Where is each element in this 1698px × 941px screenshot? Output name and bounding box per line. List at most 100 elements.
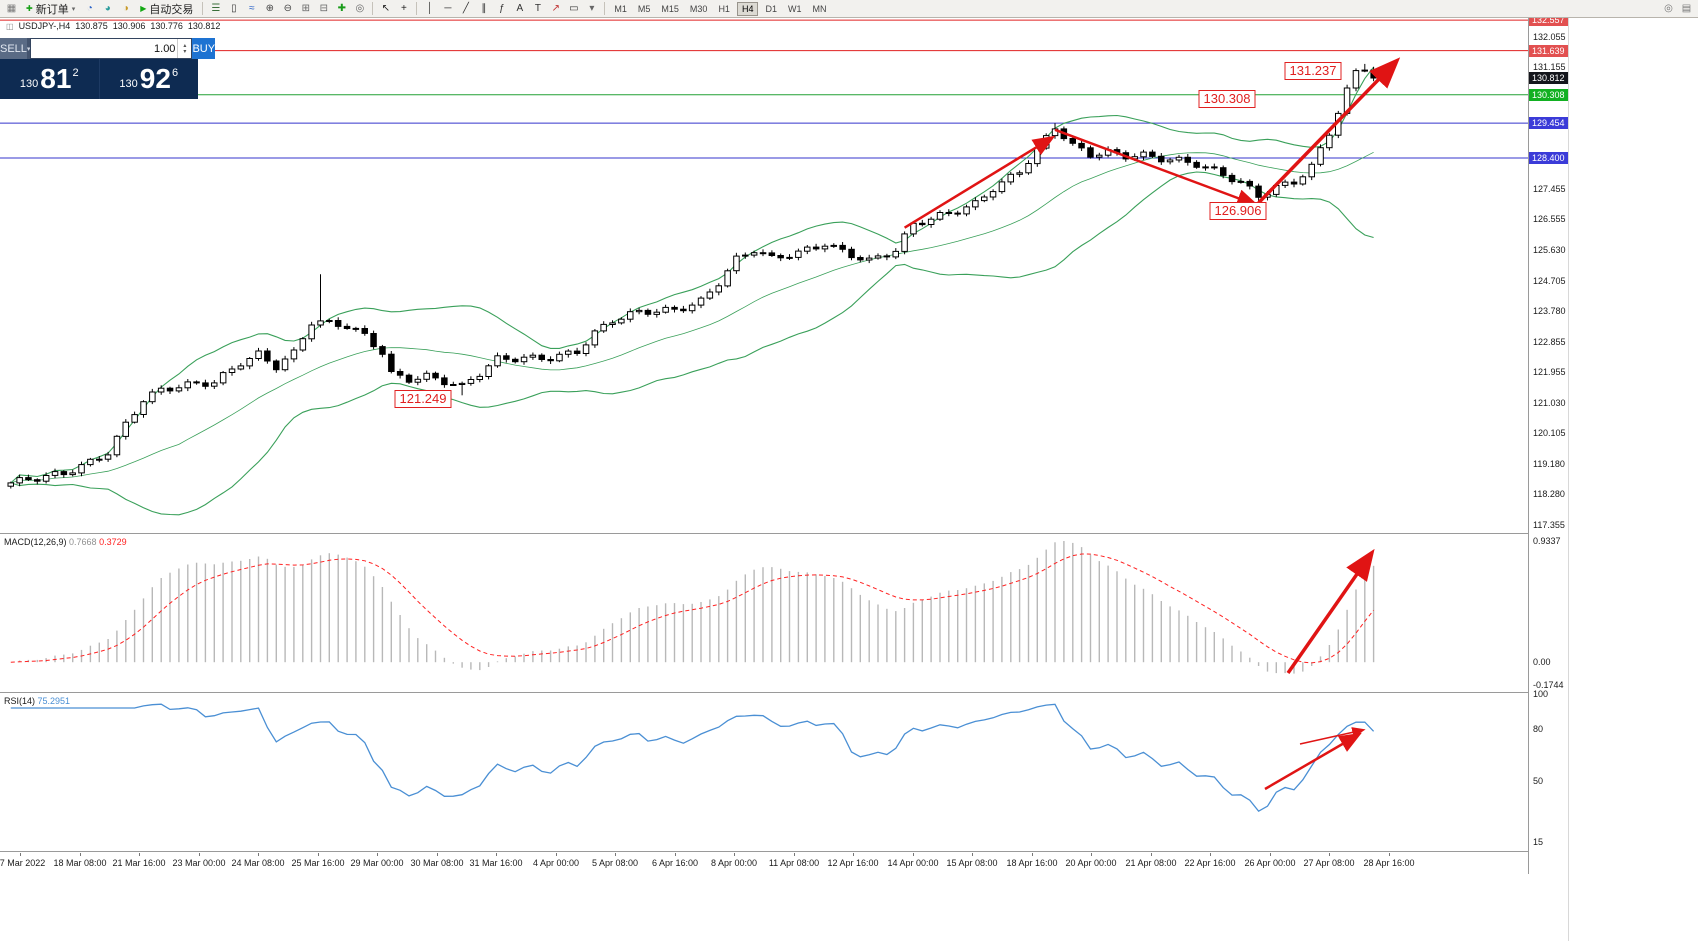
timeframe-m1[interactable]: M1 bbox=[614, 3, 627, 14]
chart-window-icon[interactable]: ▦ bbox=[6, 3, 17, 14]
cursor-icon[interactable]: ↖ bbox=[381, 3, 391, 14]
price-axis-label: 122.855 bbox=[1533, 337, 1566, 347]
zoom-out-icon[interactable]: ⊖ bbox=[283, 3, 293, 14]
spin-down-icon[interactable]: ▾ bbox=[183, 48, 187, 55]
fibonacci-icon[interactable]: ƒ bbox=[499, 3, 505, 14]
time-axis-label: 22 Apr 16:00 bbox=[1184, 858, 1236, 868]
templates-icon[interactable]: ◎ bbox=[355, 3, 365, 14]
price-callout[interactable]: 130.308 bbox=[1198, 90, 1256, 108]
chart-title: USDJPY-,H4 bbox=[18, 21, 71, 31]
main-chart[interactable] bbox=[0, 18, 1528, 533]
chart-window[interactable]: ◫ USDJPY-,H4 130.875 130.906 130.776 130… bbox=[0, 18, 1569, 941]
sell-price[interactable]: 130 81 2 bbox=[0, 59, 100, 99]
menu-icon[interactable]: ▤ bbox=[1681, 3, 1692, 14]
auto-trading-button-icon: ▶ bbox=[140, 4, 147, 13]
volume-spinner[interactable]: ▴ ▾ bbox=[177, 39, 191, 58]
time-axis-label: 28 Apr 16:00 bbox=[1363, 858, 1415, 868]
data-window-icon[interactable]: ◕ bbox=[104, 3, 111, 14]
objects-dropdown-icon[interactable]: ▾ bbox=[589, 3, 595, 14]
crosshair-icon[interactable]: + bbox=[400, 3, 407, 14]
rsi-axis-label: 100 bbox=[1533, 689, 1549, 699]
rsi-trend-arrow[interactable] bbox=[1264, 732, 1362, 791]
price-callout[interactable]: 126.906 bbox=[1209, 202, 1267, 220]
sell-dropdown-caret-icon[interactable]: ▾ bbox=[26, 38, 31, 59]
macd-axis-label: 0.00 bbox=[1533, 657, 1551, 667]
price-level-badge: 132.557 bbox=[1529, 18, 1568, 26]
chart-menu-icon[interactable]: ◫ bbox=[6, 21, 14, 31]
panel-separator[interactable] bbox=[0, 851, 1568, 852]
volume-input[interactable] bbox=[31, 39, 178, 58]
timeframe-m5[interactable]: M5 bbox=[637, 3, 651, 14]
label-tool-icon[interactable]: T bbox=[534, 3, 541, 14]
price-callout[interactable]: 131.237 bbox=[1284, 62, 1342, 80]
cascade-windows-icon[interactable]: ⊟ bbox=[319, 3, 329, 14]
buy-button[interactable]: BUY bbox=[192, 38, 216, 59]
time-axis-label: 18 Mar 08:00 bbox=[53, 858, 107, 868]
rsi-axis-label: 80 bbox=[1533, 724, 1544, 734]
price-axis-label: 121.955 bbox=[1533, 367, 1566, 377]
text-tool-icon[interactable]: A bbox=[516, 3, 524, 14]
macd-histogram bbox=[18, 541, 1375, 674]
time-axis-tick bbox=[972, 853, 973, 856]
timeframe-w1[interactable]: W1 bbox=[787, 3, 802, 14]
rsi-trend-arrow[interactable] bbox=[1299, 727, 1366, 745]
new-order-button[interactable]: ✚ 新订单 ▾ bbox=[21, 1, 80, 16]
channel-icon[interactable]: ∥ bbox=[481, 3, 487, 14]
panel-separator[interactable] bbox=[0, 533, 1568, 534]
time-axis-tick bbox=[1329, 853, 1330, 856]
rsi-panel[interactable] bbox=[0, 694, 1528, 851]
macd-trend-arrow[interactable] bbox=[1286, 548, 1375, 675]
time-axis-tick bbox=[258, 853, 259, 856]
timeframe-h4[interactable]: H4 bbox=[736, 1, 759, 16]
auto-trading-button[interactable]: ▶ 自动交易 bbox=[135, 1, 198, 16]
sell-button[interactable]: SELL bbox=[0, 38, 27, 59]
time-axis-tick bbox=[1210, 853, 1211, 856]
time-axis-label: 17 Mar 2022 bbox=[0, 858, 46, 868]
horizontal-line-icon[interactable]: ─ bbox=[444, 3, 452, 14]
panel-separator[interactable] bbox=[0, 692, 1568, 693]
time-axis-label: 14 Apr 00:00 bbox=[887, 858, 939, 868]
timeframe-m15[interactable]: M15 bbox=[661, 3, 679, 14]
macd-panel[interactable] bbox=[0, 535, 1528, 692]
price-level-badge: 128.400 bbox=[1529, 152, 1568, 164]
time-axis-tick bbox=[139, 853, 140, 856]
bar-chart-icon[interactable]: ☰ bbox=[211, 3, 221, 14]
timeframe-m30[interactable]: M30 bbox=[689, 3, 708, 14]
price-axis-label: 117.355 bbox=[1533, 520, 1565, 530]
navigator-icon[interactable]: ◑ bbox=[122, 3, 129, 14]
trend-arrows[interactable] bbox=[903, 57, 1401, 229]
new-order-button-icon: ✚ bbox=[26, 4, 33, 13]
line-chart-icon[interactable]: ≈ bbox=[249, 3, 255, 14]
buy-price-prefix: 130 bbox=[119, 78, 138, 90]
time-axis-label: 30 Mar 08:00 bbox=[410, 858, 464, 868]
time-axis-label: 18 Apr 16:00 bbox=[1006, 858, 1058, 868]
zoom-in-icon[interactable]: ⊕ bbox=[265, 3, 275, 14]
time-axis-tick bbox=[853, 853, 854, 856]
trendline-icon[interactable]: ╱ bbox=[462, 3, 469, 14]
market-watch-icon[interactable]: ◔ bbox=[86, 3, 93, 14]
tile-windows-icon[interactable]: ⊞ bbox=[301, 3, 311, 14]
timeframe-mn[interactable]: MN bbox=[812, 3, 827, 14]
price-axis-label: 119.180 bbox=[1533, 459, 1565, 469]
time-axis[interactable]: 17 Mar 2022 18 Mar 08:00 21 Mar 16:00 23 Ma… bbox=[0, 853, 1528, 873]
arrows-tool-icon[interactable]: ↗ bbox=[551, 3, 561, 14]
price-axis-label: 124.705 bbox=[1533, 276, 1566, 286]
time-axis-label: 20 Apr 00:00 bbox=[1065, 858, 1117, 868]
price-callout[interactable]: 121.249 bbox=[394, 390, 452, 408]
timeframe-d1[interactable]: D1 bbox=[765, 3, 777, 14]
buy-price[interactable]: 130 92 6 bbox=[100, 59, 199, 99]
bollinger-bands bbox=[10, 66, 1375, 516]
search-icon[interactable]: ◎ bbox=[1664, 3, 1673, 14]
timeframe-h1[interactable]: H1 bbox=[718, 3, 730, 14]
indicators-icon[interactable]: ✚ bbox=[337, 3, 347, 14]
shapes-tool-icon[interactable]: ▭ bbox=[569, 3, 579, 14]
spin-up-icon[interactable]: ▴ bbox=[183, 42, 187, 49]
ohlc-open: 130.875 bbox=[75, 21, 108, 31]
vertical-line-icon[interactable]: │ bbox=[426, 3, 433, 14]
price-axis[interactable]: 132.055 131.155 127.455 126.555 125.630 124.7… bbox=[1528, 18, 1568, 874]
candlestick-chart-icon[interactable]: ▯ bbox=[231, 3, 237, 14]
buy-price-big: 92 bbox=[139, 63, 171, 94]
chart-ohlc-header: ◫ USDJPY-,H4 130.875 130.906 130.776 130… bbox=[6, 21, 220, 31]
one-click-trading-panel: SELL ▾ ▴ ▾ BUY 130 81 2 130 bbox=[0, 38, 216, 99]
